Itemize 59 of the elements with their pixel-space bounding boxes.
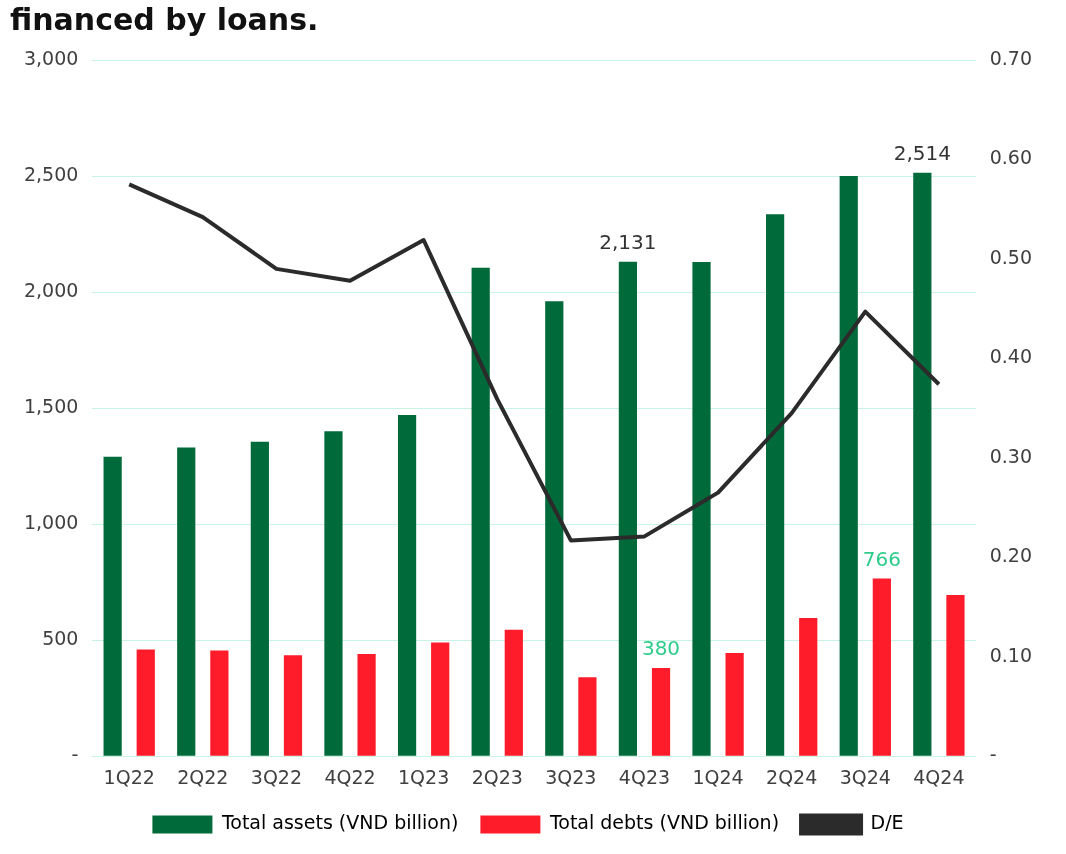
bar (504, 629, 523, 756)
bar (431, 642, 450, 756)
y2-tick-label: 0.20 (989, 544, 1033, 567)
y2-tick-label: 0.60 (989, 146, 1033, 169)
bar (913, 172, 932, 756)
y-tick-label: 3,000 (23, 46, 79, 69)
x-tick-label: 3Q23 (545, 765, 597, 788)
bar (692, 261, 711, 756)
x-tick-label: 4Q24 (913, 765, 965, 788)
bar (766, 214, 785, 756)
data-label: 766 (862, 546, 901, 571)
y2-tick-label: 0.70 (989, 46, 1033, 69)
x-tick-label: 2Q24 (766, 765, 818, 788)
y-tick-label: 2,000 (23, 279, 79, 301)
bar (578, 677, 597, 756)
y2-tick-label: 0.30 (989, 444, 1033, 467)
y-tick-label: 500 (42, 627, 79, 650)
x-tick-label: 3Q24 (839, 765, 891, 788)
y-tick-label: 2,500 (23, 162, 79, 185)
y-tick-label: - (71, 743, 79, 766)
y2-tick-label: 0.40 (989, 345, 1033, 368)
y2-tick-label: 0.10 (989, 643, 1033, 666)
x-tick-label: 1Q22 (103, 765, 155, 788)
x-tick-label: 4Q22 (324, 765, 376, 788)
y2-tick-label: 0.50 (989, 245, 1033, 268)
bar (103, 456, 122, 756)
bar (946, 594, 965, 756)
y-tick-label: 1,500 (23, 395, 79, 418)
bar (136, 649, 155, 756)
y2-tick-label: - (989, 743, 997, 766)
bar (725, 652, 744, 756)
bar (471, 267, 490, 756)
bar (210, 650, 229, 756)
data-label: 2,514 (893, 140, 951, 165)
bar (283, 655, 303, 756)
bar (324, 431, 343, 756)
bar (397, 415, 417, 756)
data-label: 2,131 (599, 229, 657, 254)
bar (545, 301, 564, 756)
bar (839, 176, 858, 756)
x-tick-label: 1Q24 (692, 765, 744, 788)
legend-label: Total debts (VND billion) (548, 811, 780, 834)
data-label: 380 (641, 636, 681, 661)
x-tick-label: 4Q23 (618, 765, 671, 788)
x-tick-label: 3Q22 (250, 765, 303, 788)
x-tick-label: 1Q23 (398, 765, 450, 788)
bar (651, 668, 671, 756)
bar (872, 578, 891, 756)
bar (618, 261, 637, 756)
x-tick-label: 2Q23 (471, 765, 523, 788)
legend-label: Total assets (VND billion) (220, 811, 459, 834)
legend-label: D/E (870, 811, 904, 834)
bar (357, 654, 376, 756)
chart-title: financed by loans. (10, 1, 319, 37)
bar (250, 441, 269, 756)
bar (177, 447, 196, 756)
bar (799, 618, 818, 756)
x-tick-label: 2Q22 (177, 765, 229, 788)
y-tick-label: 1,000 (23, 511, 79, 534)
